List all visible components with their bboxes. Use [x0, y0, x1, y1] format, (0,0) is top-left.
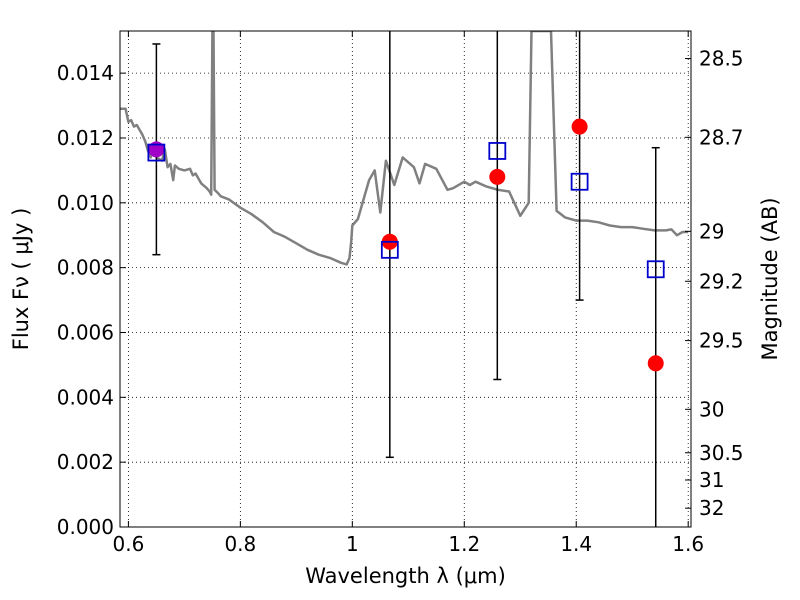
- model-photometry-point: [380, 240, 399, 259]
- observed-flux-point: [571, 118, 588, 135]
- x-tick-label: 0.6: [112, 532, 144, 556]
- model-photometry-point: [488, 142, 507, 160]
- magnitude-tick-label: 32: [699, 496, 724, 520]
- x-tick-label: 1.6: [672, 532, 704, 556]
- model-photometry-point: [570, 172, 589, 191]
- y-tick-label: 0.004: [57, 385, 114, 409]
- observed-flux-point: [489, 168, 506, 185]
- observed-flux-point: [647, 355, 664, 372]
- plot-frame: [119, 30, 692, 528]
- y-tick-label: 0.008: [57, 256, 114, 280]
- x-tick-label: 1.4: [560, 532, 592, 556]
- y-tick-label: 0.012: [57, 126, 114, 150]
- x-axis-label: Wavelength λ (μm): [305, 564, 506, 588]
- x-tick-label: 1.2: [448, 532, 480, 556]
- magnitude-tick-label: 29.5: [699, 329, 744, 353]
- magnitude-tick-label: 29.2: [699, 269, 744, 293]
- model-photometry-point: [646, 260, 665, 279]
- magnitude-tick-label: 30.5: [699, 441, 744, 465]
- y-tick-label: 0.002: [57, 450, 114, 474]
- magnitude-tick-label: 30: [699, 397, 724, 421]
- grid-lines: [120, 31, 691, 528]
- model-photometry-point: [147, 143, 166, 162]
- axis-ticks: 0.6 0.8 1 1.2 1.4 1.6 0.000 0.002 0.004 0.006 0.00…: [57, 31, 744, 556]
- plot-area: [120, 31, 689, 527]
- magnitude-tick-label: 28.5: [699, 47, 744, 71]
- x-tick-label: 1: [346, 532, 359, 556]
- magnitude-tick-label: 28.7: [699, 125, 744, 149]
- y-axis-label: Flux Fν ( μJy ): [9, 208, 33, 351]
- magnitude-tick-label: 31: [699, 468, 724, 492]
- x-tick-label: 0.8: [224, 532, 256, 556]
- right-axis-label: Magnitude (AB): [758, 197, 782, 360]
- y-tick-label: 0.006: [57, 320, 114, 344]
- magnitude-tick-label: 29: [699, 219, 724, 243]
- y-tick-label: 0.014: [57, 61, 114, 85]
- model-spectrum-line: [120, 31, 689, 266]
- y-tick-label: 0.000: [57, 515, 114, 539]
- y-tick-label: 0.010: [57, 191, 114, 215]
